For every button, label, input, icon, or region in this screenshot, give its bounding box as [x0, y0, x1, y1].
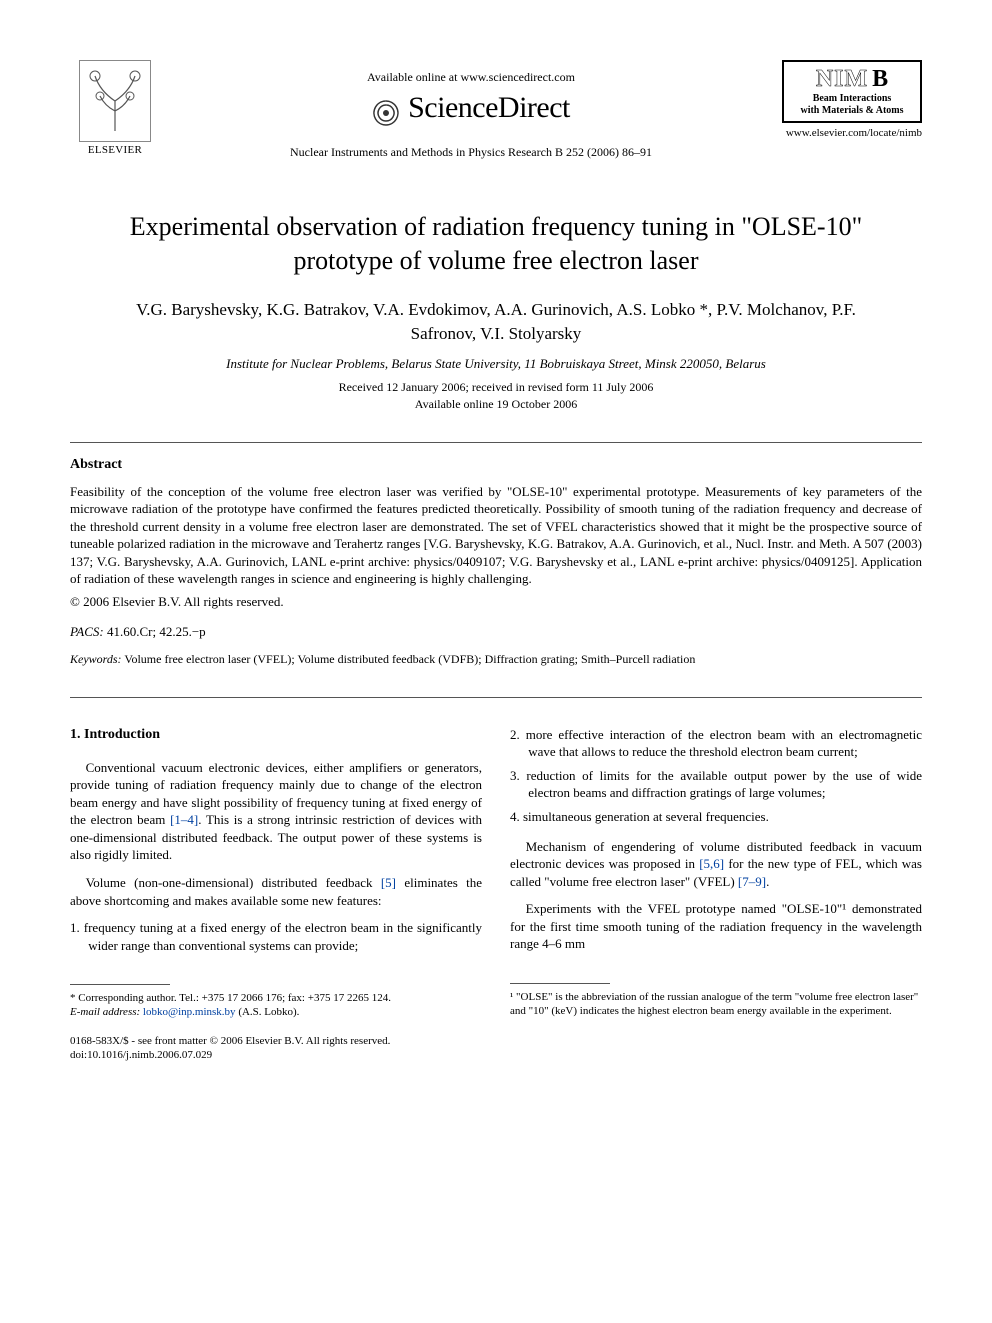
email-label: E-mail address: [70, 1006, 140, 1018]
affiliation: Institute for Nuclear Problems, Belarus … [110, 356, 882, 372]
keywords-values: Volume free electron laser (VFEL); Volum… [122, 652, 696, 666]
divider-top [70, 442, 922, 443]
elsevier-logo-block: ELSEVIER [70, 60, 160, 156]
nim-b-letter: B [872, 66, 888, 92]
ref-link-5-6[interactable]: [5,6] [699, 856, 724, 871]
intro-para-1: Conventional vacuum electronic devices, … [70, 759, 482, 864]
feature-item-2: 2. more effective interaction of the ele… [510, 726, 922, 761]
feature-item-4: 4. simultaneous generation at several fr… [510, 808, 922, 826]
nim-subtitle-1: Beam Interactions [786, 93, 918, 105]
column-left: 1. Introduction Conventional vacuum elec… [70, 726, 482, 1063]
authors-list: V.G. Baryshevsky, K.G. Batrakov, V.A. Ev… [110, 298, 882, 346]
sciencedirect-text: ScienceDirect [408, 91, 570, 124]
footnote-separator-left [70, 984, 170, 985]
intro-text-2a: Volume (non-one-dimensional) distributed… [86, 875, 381, 890]
abstract-heading: Abstract [70, 457, 922, 473]
header-center: Available online at www.sciencedirect.co… [160, 60, 782, 160]
available-online-text: Available online at www.sciencedirect.co… [160, 70, 782, 85]
pacs-values: 41.60.Cr; 42.25.−p [104, 624, 206, 639]
elsevier-label: ELSEVIER [70, 144, 160, 156]
front-matter-block: 0168-583X/$ - see front matter © 2006 El… [70, 1034, 482, 1063]
journal-logo-block: NIM B Beam Interactions with Materials &… [782, 60, 922, 139]
experiments-para: Experiments with the VFEL prototype name… [510, 900, 922, 953]
column-right: 2. more effective interaction of the ele… [510, 726, 922, 1063]
pacs-label: PACS: [70, 624, 104, 639]
abstract-text: Feasibility of the conception of the vol… [70, 483, 922, 588]
ref-link-7-9[interactable]: [7–9] [738, 874, 766, 889]
elsevier-tree-icon [79, 60, 151, 142]
mechanism-para: Mechanism of engendering of volume distr… [510, 838, 922, 891]
keywords-line: Keywords: Volume free electron laser (VF… [70, 652, 922, 667]
body-columns: 1. Introduction Conventional vacuum elec… [70, 726, 922, 1063]
pacs-line: PACS: 41.60.Cr; 42.25.−p [70, 624, 922, 640]
article-title: Experimental observation of radiation fr… [110, 210, 882, 278]
doi-line: doi:10.1016/j.nimb.2006.07.029 [70, 1048, 482, 1062]
ref-link-5[interactable]: [5] [381, 875, 396, 890]
front-matter-line: 0168-583X/$ - see front matter © 2006 El… [70, 1034, 482, 1048]
ref-link-1-4[interactable]: [1–4] [170, 812, 198, 827]
journal-url: www.elsevier.com/locate/nimb [782, 127, 922, 139]
email-link[interactable]: lobko@inp.minsk.by [140, 1006, 235, 1018]
journal-reference: Nuclear Instruments and Methods in Physi… [160, 145, 782, 160]
email-tail: (A.S. Lobko). [236, 1006, 300, 1018]
corresponding-author: * Corresponding author. Tel.: +375 17 20… [70, 991, 482, 1005]
page-header: ELSEVIER Available online at www.science… [70, 60, 922, 160]
received-date: Received 12 January 2006; received in re… [70, 380, 922, 395]
feature-item-1: 1. frequency tuning at a fixed energy of… [70, 919, 482, 954]
divider-bottom [70, 697, 922, 698]
feature-item-3: 3. reduction of limits for the available… [510, 767, 922, 802]
copyright-line: © 2006 Elsevier B.V. All rights reserved… [70, 594, 922, 610]
email-line: E-mail address: lobko@inp.minsk.by (A.S.… [70, 1005, 482, 1019]
intro-para-2: Volume (non-one-dimensional) distributed… [70, 874, 482, 909]
footnote-separator-right [510, 983, 610, 984]
sciencedirect-swirl-icon [372, 99, 400, 127]
available-date: Available online 19 October 2006 [70, 397, 922, 412]
sciencedirect-logo: ScienceDirect [160, 91, 782, 127]
section-1-heading: 1. Introduction [70, 726, 482, 745]
footnote-1: ¹ "OLSE" is the abbreviation of the russ… [510, 990, 922, 1019]
nim-title: NIM [816, 66, 868, 92]
nim-subtitle-2: with Materials & Atoms [786, 105, 918, 117]
nim-box: NIM B Beam Interactions with Materials &… [782, 60, 922, 123]
keywords-label: Keywords: [70, 652, 122, 666]
mech-text-c: . [766, 874, 769, 889]
